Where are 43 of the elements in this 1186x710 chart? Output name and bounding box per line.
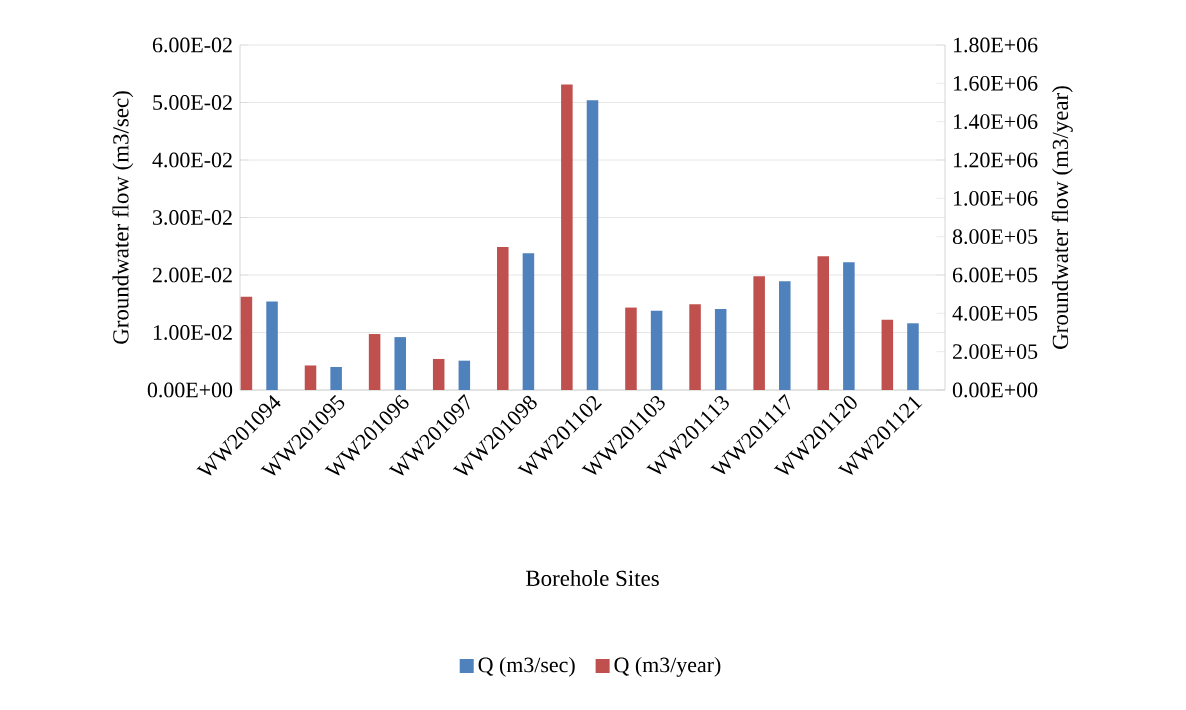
bar [432, 358, 445, 390]
bar [497, 247, 509, 390]
y2-tick-label: 6.00E+05 [952, 267, 1038, 283]
y-tick-label: 2.00E-02 [152, 267, 232, 283]
legend-label: Q (m3/year) [614, 656, 721, 677]
y2-tick-label: 1.00E+06 [953, 190, 1038, 206]
y2-tick-label: 1.40E+06 [953, 114, 1038, 130]
x-axis-title: Borehole Sites [526, 569, 659, 587]
bar [779, 281, 791, 390]
bar [817, 256, 830, 390]
bar [586, 100, 599, 390]
y2-tick-label: 1.20E+06 [953, 152, 1038, 168]
y-tick-label: 5.00E-02 [153, 95, 232, 110]
bar [714, 308, 727, 390]
y-tick-label: 3.00E-02 [153, 210, 232, 225]
bar [907, 323, 919, 390]
y2-tick-label: 0.00E+00 [952, 382, 1038, 398]
y-tick-label: 6.00E-02 [152, 37, 232, 53]
bar [240, 296, 253, 390]
bar [561, 84, 573, 390]
bar [266, 301, 278, 390]
bar [458, 360, 471, 390]
y-tick-label: 1.00E-02 [153, 325, 232, 340]
y-axis-title: Groundwater flow (m3/sec) [112, 91, 134, 344]
bar [650, 310, 663, 390]
y2-tick-label: 1.80E+06 [953, 37, 1038, 53]
y-tick-label: 4.00E-02 [152, 152, 232, 168]
y2-tick-label: 8.00E+05 [952, 229, 1038, 245]
legend-label: Q (m3/sec) [478, 656, 575, 677]
bar [304, 365, 317, 390]
y2-tick-label: 4.00E+05 [952, 305, 1038, 321]
bar [881, 319, 894, 390]
bar [522, 253, 535, 390]
bar [625, 307, 637, 390]
bar [394, 337, 406, 390]
bar [843, 262, 855, 390]
bar [368, 334, 381, 390]
bar [689, 304, 701, 390]
bar [753, 276, 765, 390]
y2-tick-label: 2.00E+05 [953, 344, 1038, 360]
y2-tick-label: 1.60E+06 [953, 75, 1038, 91]
bar [330, 367, 342, 390]
y2-axis-title: Groundwater flow (m3/year) [1051, 86, 1073, 349]
